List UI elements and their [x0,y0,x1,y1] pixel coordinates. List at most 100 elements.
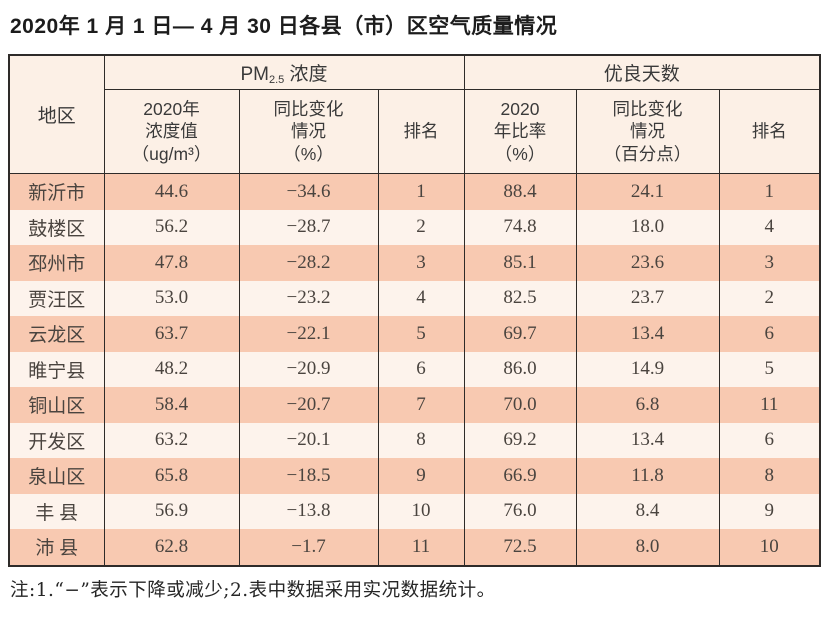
pm-value-cell: 44.6 [103,173,240,210]
pm-change-cell: −28.2 [238,245,379,281]
air-quality-table: 地区 PM2.5 浓度 优良天数 2020年 浓度值 （ug/m³） 同比变化 … [8,54,822,567]
pm-rank-cell: 2 [377,209,465,245]
pm25-subscript: 2.5 [268,74,285,86]
good-change-cell: 13.4 [575,316,720,352]
page-title: 2020年 1 月 1 日— 4 月 30 日各县（市）区空气质量情况 [10,15,558,38]
header-pm-value: 2020年 浓度值 （ug/m³） [103,89,240,174]
good-rate-cell: 88.4 [463,173,577,210]
pm-change-cell: −28.7 [238,209,379,245]
pm-change-cell: −20.9 [238,351,379,387]
header-good-change: 同比变化 情况 （百分点） [575,89,720,174]
header-pm-rank: 排名 [377,89,465,174]
pm-value-cell: 53.0 [103,280,240,316]
header-good-rate: 2020 年比率 （%） [463,89,577,174]
pm-rank-cell: 9 [377,458,465,494]
pm-change-cell: −34.6 [238,173,379,210]
good-change-cell: 23.6 [575,245,720,281]
table-row: 开发区 63.2 −20.1 8 69.2 13.4 6 [8,422,821,458]
good-rank-cell: 8 [718,458,821,494]
good-rank-cell: 9 [718,493,821,529]
good-rate-cell: 69.2 [463,422,577,458]
good-rate-cell: 85.1 [463,245,577,281]
pm-rank-cell: 3 [377,245,465,281]
table-row: 泉山区 65.8 −18.5 9 66.9 11.8 8 [8,458,821,494]
pm-value-cell: 62.8 [103,529,240,566]
pm-change-cell: −13.8 [238,493,379,529]
table-row: 鼓楼区 56.2 −28.7 2 74.8 18.0 4 [8,209,821,245]
good-change-cell: 18.0 [575,209,720,245]
pm-value-cell: 63.2 [103,422,240,458]
good-rate-cell: 76.0 [463,493,577,529]
pm-value-cell: 47.8 [103,245,240,281]
pm-change-cell: −20.1 [238,422,379,458]
table-row: 邳州市 47.8 −28.2 3 85.1 23.6 3 [8,245,821,281]
good-rank-cell: 6 [718,316,821,352]
table-row: 云龙区 63.7 −22.1 5 69.7 13.4 6 [8,316,821,352]
pm-change-cell: −1.7 [238,529,379,566]
good-rank-cell: 6 [718,422,821,458]
good-rate-cell: 70.0 [463,387,577,423]
pm-rank-cell: 11 [377,529,465,566]
pm-rank-cell: 7 [377,387,465,423]
region-cell: 开发区 [8,422,105,458]
good-rate-cell: 66.9 [463,458,577,494]
good-change-cell: 8.0 [575,529,720,566]
pm-rank-cell: 4 [377,280,465,316]
region-cell: 丰 县 [8,493,105,529]
good-change-cell: 6.8 [575,387,720,423]
region-cell: 新沂市 [8,173,105,210]
good-rate-cell: 82.5 [463,280,577,316]
table-row: 新沂市 44.6 −34.6 1 88.4 24.1 1 [8,173,821,210]
good-change-cell: 13.4 [575,422,720,458]
pm25-label-suffix: 浓度 [284,64,328,85]
good-rank-cell: 4 [718,209,821,245]
pm-change-cell: −22.1 [238,316,379,352]
good-rate-cell: 72.5 [463,529,577,566]
pm-rank-cell: 8 [377,422,465,458]
good-rank-cell: 3 [718,245,821,281]
pm25-label-prefix: PM [240,64,269,85]
pm-rank-cell: 1 [377,173,465,210]
pm-change-cell: −23.2 [238,280,379,316]
header-good-rank: 排名 [718,89,821,174]
good-rank-cell: 11 [718,387,821,423]
good-rank-cell: 2 [718,280,821,316]
good-change-cell: 24.1 [575,173,720,210]
header-pm-change: 同比变化 情况 （%） [238,89,379,174]
pm-value-cell: 56.9 [103,493,240,529]
good-change-cell: 14.9 [575,351,720,387]
header-group-good-days: 优良天数 [463,54,821,90]
good-change-cell: 23.7 [575,280,720,316]
region-cell: 睢宁县 [8,351,105,387]
region-cell: 邳州市 [8,245,105,281]
region-cell: 贾汪区 [8,280,105,316]
pm-rank-cell: 5 [377,316,465,352]
region-cell: 泉山区 [8,458,105,494]
pm-value-cell: 65.8 [103,458,240,494]
pm-change-cell: −18.5 [238,458,379,494]
table-row: 贾汪区 53.0 −23.2 4 82.5 23.7 2 [8,280,821,316]
pm-value-cell: 56.2 [103,209,240,245]
pm-value-cell: 58.4 [103,387,240,423]
pm-change-cell: −20.7 [238,387,379,423]
header-group-pm25: PM2.5 浓度 [103,54,465,90]
region-cell: 云龙区 [8,316,105,352]
footnote: 注:1.“−”表示下降或减少;2.表中数据采用实况数据统计。 [10,579,496,601]
good-rank-cell: 1 [718,173,821,210]
region-cell: 沛 县 [8,529,105,566]
good-rank-cell: 5 [718,351,821,387]
region-cell: 鼓楼区 [8,209,105,245]
pm-rank-cell: 10 [377,493,465,529]
pm-rank-cell: 6 [377,351,465,387]
header-region: 地区 [8,54,105,174]
table-row: 铜山区 58.4 −20.7 7 70.0 6.8 11 [8,387,821,423]
table-row: 丰 县 56.9 −13.8 10 76.0 8.4 9 [8,493,821,529]
good-change-cell: 8.4 [575,493,720,529]
table-row: 睢宁县 48.2 −20.9 6 86.0 14.9 5 [8,351,821,387]
good-rate-cell: 74.8 [463,209,577,245]
good-rate-cell: 86.0 [463,351,577,387]
pm-value-cell: 63.7 [103,316,240,352]
good-change-cell: 11.8 [575,458,720,494]
good-rank-cell: 10 [718,529,821,566]
